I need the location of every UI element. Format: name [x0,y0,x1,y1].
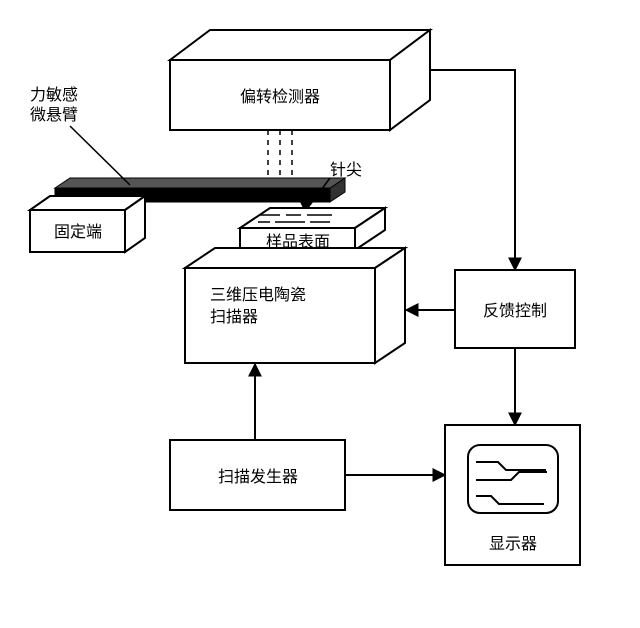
display-label: 显示器 [489,535,537,553]
scanner-box [185,248,405,363]
cantilever-leader [70,126,130,185]
fixed-end-label: 固定端 [54,223,102,241]
afm-schematic: 偏转检测器 力敏感 微悬臂 固定端 针尖 样品表面 [0,0,640,628]
scanner-label-line2: 扫描器 [210,308,258,326]
detector-label: 偏转检测器 [240,88,320,106]
detector-box [170,30,430,130]
cantilever-label-line1: 力敏感 [30,86,78,104]
feedback-label: 反馈控制 [483,302,547,320]
tip-label: 针尖 [330,161,362,179]
arrow-detector-feedback [430,70,515,270]
cantilever-label-line2: 微悬臂 [30,106,78,124]
scan-gen-label: 扫描发生器 [218,468,298,486]
scanner-label-line1: 三维压电陶瓷 [210,286,306,304]
